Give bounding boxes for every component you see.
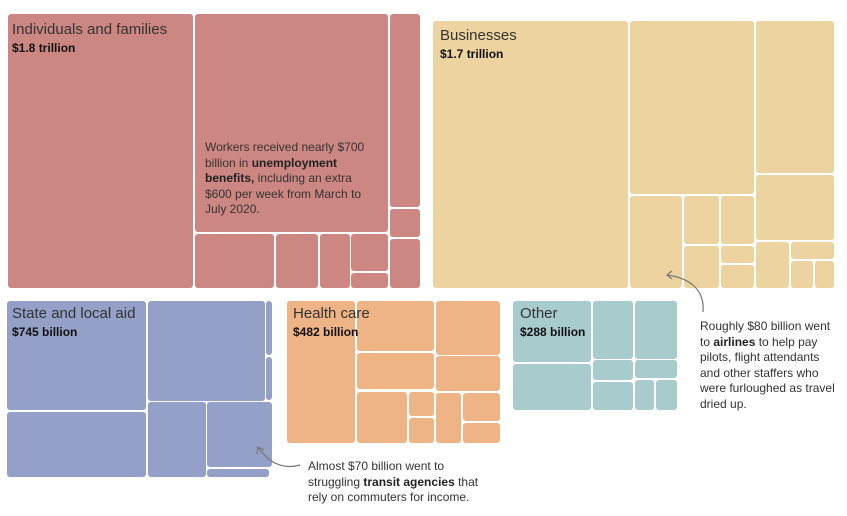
treemap-cell	[351, 273, 388, 288]
category-name: State and local aid	[12, 305, 136, 322]
treemap-cell	[287, 301, 355, 443]
treemap-cell	[791, 242, 834, 259]
treemap-cell	[630, 21, 754, 194]
category-total: $1.8 trillion	[12, 41, 76, 55]
treemap-cell	[7, 301, 146, 410]
treemap-cell	[207, 469, 269, 477]
category-total: $745 billion	[12, 325, 78, 339]
treemap-cell	[684, 196, 719, 244]
annotation-unemployment: Workers received nearly $700 billion in …	[205, 140, 365, 216]
category-label-individuals: Individuals and families $1.8 trillion	[12, 21, 167, 57]
category-total: $288 billion	[520, 325, 586, 339]
treemap-cell	[148, 301, 265, 401]
category-group-0	[8, 14, 420, 288]
treemap-cell	[409, 392, 434, 416]
category-group-4	[513, 301, 677, 410]
treemap-cell	[357, 392, 407, 443]
treemap-cell	[390, 239, 420, 288]
category-group-1	[433, 21, 834, 288]
treemap-cell	[357, 301, 434, 351]
treemap-cell	[630, 196, 682, 288]
category-label-other: Other $288 billion	[520, 305, 585, 341]
treemap-cell	[513, 364, 591, 410]
category-group-2	[7, 301, 272, 477]
treemap-cell	[815, 261, 834, 288]
transit-arrowhead	[256, 446, 265, 455]
category-group-3	[287, 301, 500, 443]
category-label-state-local: State and local aid $745 billion	[12, 305, 135, 341]
treemap-cell	[148, 402, 206, 477]
treemap-cell	[390, 14, 420, 207]
annotation-airlines: Roughly $80 billion went to airlines to …	[700, 319, 835, 411]
treemap-cell	[436, 356, 500, 391]
treemap-cell	[207, 402, 272, 467]
treemap-cell	[357, 353, 434, 389]
treemap-cell	[756, 175, 834, 240]
treemap-cell	[390, 209, 420, 237]
category-name: Individuals and families	[12, 21, 168, 38]
category-name: Health care	[293, 305, 370, 322]
treemap-cell	[593, 360, 633, 380]
treemap-cell	[266, 301, 272, 355]
treemap-cell	[320, 234, 350, 288]
treemap-cell	[593, 382, 633, 410]
treemap-cell	[463, 423, 500, 443]
treemap-cell	[409, 418, 434, 443]
annotation-transit: Almost $70 billion went to struggling tr…	[308, 459, 479, 504]
treemap-cell	[721, 196, 754, 244]
treemap-cell	[433, 21, 628, 288]
treemap-cell	[266, 357, 272, 400]
treemap-cell	[756, 242, 789, 288]
category-label-health-care: Health care $482 billion	[293, 305, 370, 341]
treemap-cell	[351, 234, 388, 271]
treemap-cell	[721, 246, 754, 263]
category-total: $482 billion	[293, 325, 359, 339]
category-total: $1.7 trillion	[440, 47, 504, 61]
treemap-cell	[721, 265, 754, 288]
treemap-cell	[593, 301, 633, 359]
treemap-cell	[635, 301, 677, 359]
category-name: Businesses	[440, 27, 517, 44]
treemap-cell	[635, 380, 654, 410]
category-name: Other	[520, 305, 558, 322]
treemap-cell	[195, 14, 388, 232]
transit-arrow	[257, 446, 301, 468]
treemap-cell	[635, 360, 677, 378]
treemap-cell	[791, 261, 813, 288]
treemap-cell	[195, 234, 274, 288]
treemap-cell	[513, 301, 591, 362]
treemap-cell	[436, 393, 461, 443]
treemap-cell	[8, 14, 193, 288]
treemap-cell	[656, 380, 677, 410]
treemap-cell	[276, 234, 318, 288]
airline-arrow	[666, 274, 704, 313]
category-label-businesses: Businesses $1.7 trillion	[440, 27, 517, 63]
treemap-cell	[684, 246, 719, 288]
treemap-cell	[463, 393, 500, 421]
treemap-cell	[756, 21, 834, 173]
treemap-cell	[7, 412, 146, 477]
treemap-cell	[436, 301, 500, 355]
airline-arrowhead	[666, 270, 673, 280]
